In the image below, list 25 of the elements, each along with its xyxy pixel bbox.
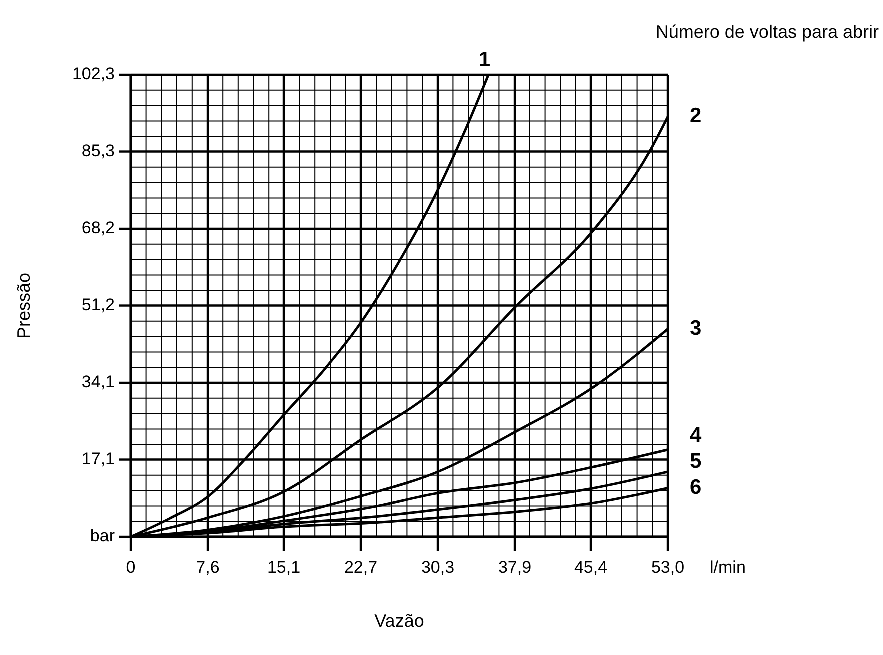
series-label: 6 — [690, 476, 702, 499]
x-tick-label: 7,6 — [196, 558, 220, 577]
y-tick-label: 51,2 — [82, 295, 115, 314]
x-tick-label: 30,3 — [421, 558, 455, 577]
x-tick-label: 45,4 — [574, 558, 608, 577]
x-tick-label: 15,1 — [267, 558, 301, 577]
series-label: 3 — [690, 316, 702, 340]
x-tick-label: 37,9 — [498, 558, 532, 577]
y-tick-label: 85,3 — [82, 141, 115, 160]
y-tick-label: 34,1 — [82, 372, 115, 392]
x-tick-label: 22,7 — [344, 558, 378, 577]
text: l/min — [710, 558, 746, 577]
y-tick-label: 102,3 — [72, 64, 115, 84]
x-tick-label: 0 — [126, 558, 136, 577]
series-label: 2 — [690, 104, 702, 128]
x-tick-label: 53,0 — [651, 558, 685, 577]
y-tick-label: 17,1 — [82, 449, 115, 468]
y-tick-label: bar — [90, 526, 116, 546]
series-label: 5 — [690, 450, 702, 473]
x-axis-title: Vazão — [374, 611, 424, 631]
legend-title: Número de voltas para abrir — [656, 22, 879, 42]
series-label: 1 — [478, 48, 491, 72]
y-tick-label: 68,2 — [82, 218, 115, 238]
series-label: 4 — [690, 424, 702, 447]
y-axis-title: Pressão — [14, 272, 34, 340]
